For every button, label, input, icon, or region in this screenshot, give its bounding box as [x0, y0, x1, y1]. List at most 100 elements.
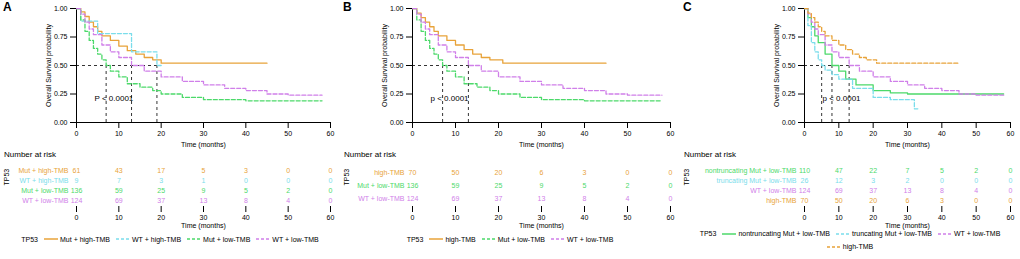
svg-text:8: 8 [583, 195, 587, 202]
svg-text:50: 50 [284, 214, 292, 221]
svg-text:0.75: 0.75 [54, 33, 68, 40]
svg-text:40: 40 [242, 214, 250, 221]
svg-text:Time (months): Time (months) [885, 222, 930, 230]
svg-text:0: 0 [286, 167, 290, 174]
svg-text:0: 0 [329, 167, 333, 174]
svg-text:0: 0 [75, 130, 79, 137]
svg-text:Overall Survival probability: Overall Survival probability [773, 24, 781, 107]
svg-text:Time (months): Time (months) [181, 222, 226, 230]
svg-text:0.75: 0.75 [390, 33, 404, 40]
svg-text:0.75: 0.75 [782, 33, 796, 40]
svg-text:13: 13 [200, 197, 208, 204]
svg-text:17: 17 [157, 167, 165, 174]
svg-text:30: 30 [904, 214, 912, 221]
svg-text:60: 60 [1007, 130, 1015, 137]
svg-text:13: 13 [538, 195, 546, 202]
svg-text:13: 13 [904, 187, 912, 194]
svg-text:0.00: 0.00 [782, 119, 796, 126]
svg-text:4: 4 [286, 197, 290, 204]
svg-text:Mut + low-TMB: Mut + low-TMB [21, 187, 69, 194]
svg-text:20: 20 [495, 214, 503, 221]
svg-text:30: 30 [904, 130, 912, 137]
svg-text:61: 61 [73, 167, 81, 174]
svg-text:9: 9 [202, 187, 206, 194]
svg-text:47: 47 [835, 167, 843, 174]
svg-text:0: 0 [1009, 197, 1013, 204]
svg-text:43: 43 [115, 167, 123, 174]
svg-text:1.00: 1.00 [54, 5, 68, 12]
svg-text:0.25: 0.25 [54, 90, 68, 97]
svg-text:20: 20 [495, 130, 503, 137]
svg-text:0: 0 [329, 197, 333, 204]
svg-text:70: 70 [409, 169, 417, 176]
svg-text:nontruncating Mut + low-TMB: nontruncating Mut + low-TMB [705, 167, 797, 175]
svg-text:69: 69 [452, 195, 460, 202]
svg-text:60: 60 [327, 214, 335, 221]
svg-text:30: 30 [538, 214, 546, 221]
svg-text:37: 37 [869, 187, 877, 194]
svg-text:0: 0 [329, 177, 333, 184]
svg-text:30: 30 [200, 214, 208, 221]
svg-text:37: 37 [157, 197, 165, 204]
svg-text:0: 0 [75, 214, 79, 221]
svg-text:50: 50 [835, 197, 843, 204]
svg-text:25: 25 [157, 187, 165, 194]
svg-text:2: 2 [974, 167, 978, 174]
svg-text:2: 2 [626, 182, 630, 189]
svg-text:50: 50 [624, 130, 632, 137]
svg-text:WT + low-TMB: WT + low-TMB [358, 195, 405, 202]
svg-text:0: 0 [974, 177, 978, 184]
svg-text:60: 60 [667, 130, 675, 137]
svg-text:WT + high-TMB: WT + high-TMB [19, 177, 68, 185]
svg-text:10: 10 [452, 214, 460, 221]
svg-text:2: 2 [286, 187, 290, 194]
svg-text:50: 50 [624, 214, 632, 221]
svg-text:0: 0 [626, 169, 630, 176]
svg-text:0: 0 [1009, 167, 1013, 174]
svg-text:3: 3 [940, 197, 944, 204]
svg-text:0.50: 0.50 [782, 62, 796, 69]
svg-text:60: 60 [667, 214, 675, 221]
svg-text:high-TMB: high-TMB [374, 169, 405, 177]
svg-text:0: 0 [974, 197, 978, 204]
svg-text:3: 3 [244, 167, 248, 174]
svg-text:20: 20 [157, 130, 165, 137]
svg-text:50: 50 [284, 130, 292, 137]
svg-text:10: 10 [115, 214, 123, 221]
svg-text:59: 59 [115, 187, 123, 194]
svg-text:40: 40 [938, 214, 946, 221]
svg-text:Overall Survival probability: Overall Survival probability [45, 24, 53, 107]
svg-text:20: 20 [495, 169, 503, 176]
svg-text:0: 0 [1009, 187, 1013, 194]
svg-text:truncating Mut + low-TMB: truncating Mut + low-TMB [717, 177, 797, 185]
svg-text:5: 5 [202, 167, 206, 174]
svg-text:4: 4 [626, 195, 630, 202]
svg-text:Time (months): Time (months) [885, 141, 930, 149]
svg-text:P < 0.0001: P < 0.0001 [95, 94, 134, 103]
svg-text:30: 30 [538, 130, 546, 137]
svg-text:5: 5 [244, 187, 248, 194]
svg-text:8: 8 [940, 187, 944, 194]
svg-text:20: 20 [157, 214, 165, 221]
svg-text:10: 10 [115, 130, 123, 137]
svg-text:12: 12 [835, 177, 843, 184]
svg-text:10: 10 [835, 214, 843, 221]
svg-text:0: 0 [411, 214, 415, 221]
svg-text:1.00: 1.00 [390, 5, 404, 12]
svg-text:1.00: 1.00 [782, 5, 796, 12]
svg-text:TP53: TP53 [683, 169, 690, 186]
svg-text:124: 124 [799, 187, 811, 194]
svg-text:124: 124 [71, 197, 83, 204]
svg-text:7: 7 [906, 167, 910, 174]
svg-text:0.50: 0.50 [54, 62, 68, 69]
svg-text:0.00: 0.00 [54, 119, 68, 126]
svg-text:0: 0 [803, 214, 807, 221]
svg-text:6: 6 [906, 197, 910, 204]
svg-text:5: 5 [583, 182, 587, 189]
svg-text:20: 20 [869, 130, 877, 137]
svg-text:Time (months): Time (months) [519, 141, 564, 149]
svg-text:0: 0 [1009, 177, 1013, 184]
svg-text:Time (months): Time (months) [519, 222, 564, 230]
svg-text:0: 0 [411, 130, 415, 137]
svg-text:1: 1 [202, 177, 206, 184]
